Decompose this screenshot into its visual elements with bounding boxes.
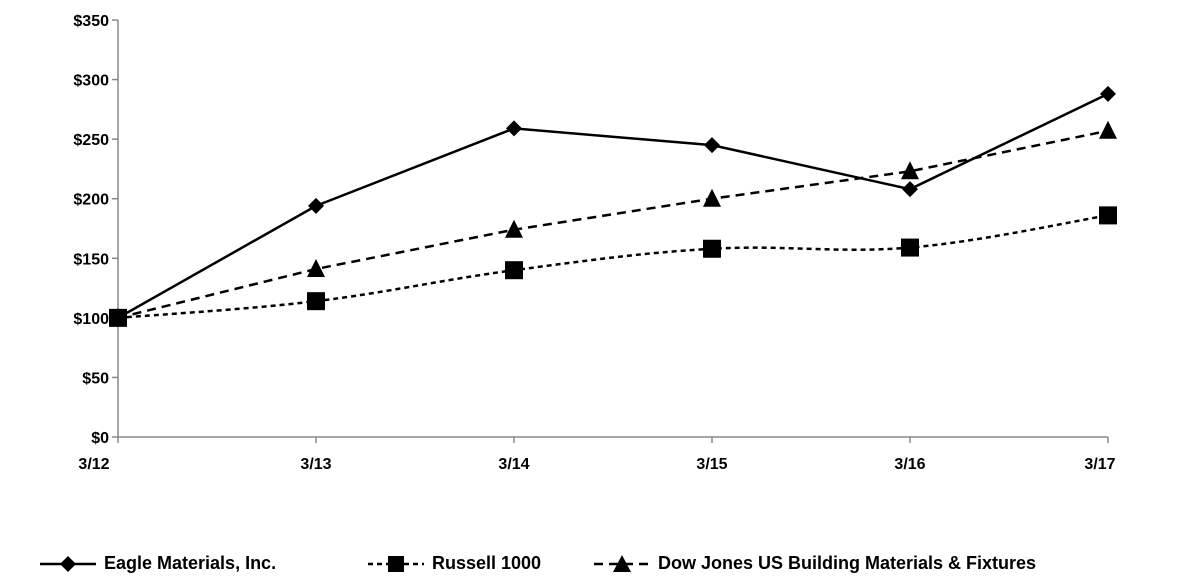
data-point <box>1099 206 1117 224</box>
legend-label-eagle: Eagle Materials, Inc. <box>104 553 276 574</box>
data-point <box>505 261 523 279</box>
y-tick-label: $350 <box>73 13 109 30</box>
legend-swatch-eagle <box>38 554 98 574</box>
data-point <box>308 198 324 214</box>
data-point <box>703 189 721 207</box>
data-point <box>307 292 325 310</box>
x-tick-label: 3/15 <box>696 456 727 473</box>
y-tick-label: $150 <box>73 251 109 268</box>
series-0 <box>110 86 1116 326</box>
legend-item-russell: Russell 1000 <box>366 548 541 579</box>
x-tick-label: 3/17 <box>1084 456 1115 473</box>
line-chart: $0 $50 $100 $150 $200 $250 $300 $350 3/12 3/13 3/1… <box>0 0 1189 545</box>
y-tick-label: $200 <box>73 192 109 209</box>
x-tick-label: 3/14 <box>498 456 529 473</box>
legend-swatch-russell <box>366 554 426 574</box>
y-tick-label: $300 <box>73 73 109 90</box>
legend-label-russell: Russell 1000 <box>432 553 541 574</box>
series-line <box>118 215 1108 317</box>
y-tick-label: $0 <box>91 430 109 447</box>
x-tick-label: 3/16 <box>894 456 925 473</box>
series-2 <box>109 121 1117 326</box>
data-point <box>703 240 721 258</box>
legend-item-eagle: Eagle Materials, Inc. <box>38 548 276 579</box>
chart-series <box>109 86 1117 327</box>
series-1 <box>109 206 1117 326</box>
series-line <box>118 94 1108 318</box>
y-tick-label: $50 <box>82 370 109 387</box>
series-line <box>118 131 1108 318</box>
data-point <box>901 239 919 257</box>
legend-swatch-dowjones <box>592 554 652 574</box>
chart-legend: Eagle Materials, Inc. Russell 1000 Dow J… <box>0 548 1189 579</box>
data-point <box>506 120 522 136</box>
x-tick-label: 3/13 <box>300 456 331 473</box>
data-point <box>704 137 720 153</box>
data-point <box>1099 121 1117 139</box>
legend-item-dowjones: Dow Jones US Building Materials & Fixtur… <box>592 548 1036 579</box>
data-point <box>1100 86 1116 102</box>
x-tick-label: 3/12 <box>78 456 109 473</box>
legend-label-dowjones: Dow Jones US Building Materials & Fixtur… <box>658 553 1036 574</box>
y-tick-label: $250 <box>73 132 109 149</box>
data-point <box>902 181 918 197</box>
y-tick-label: $100 <box>73 311 109 328</box>
